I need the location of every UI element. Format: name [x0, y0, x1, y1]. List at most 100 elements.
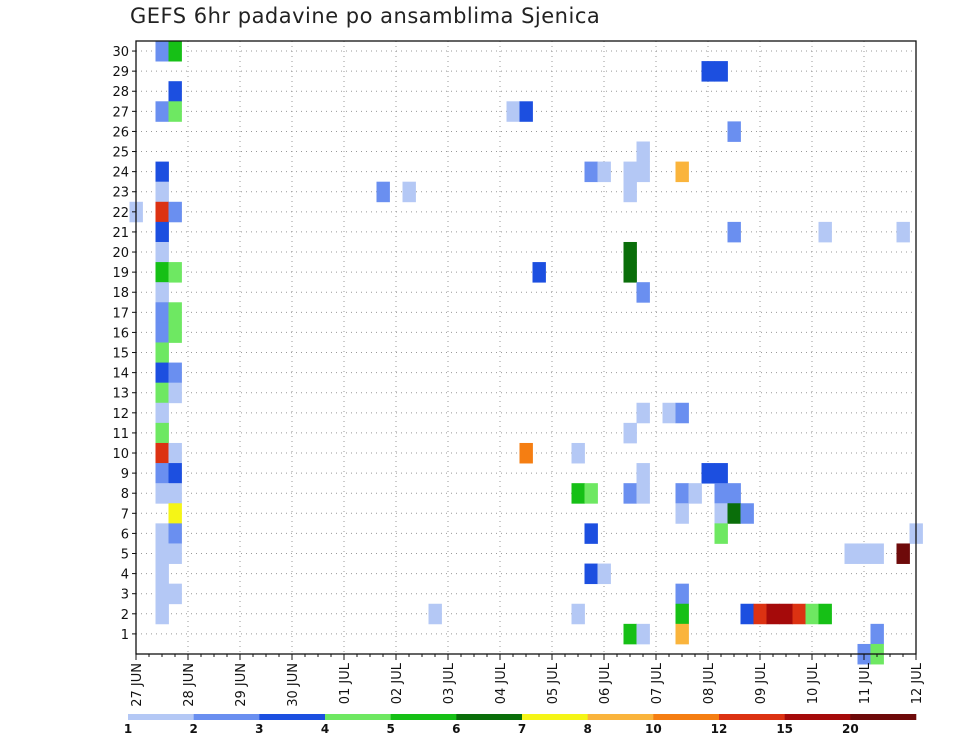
colorbar-label: 6 [452, 722, 460, 736]
data-cell [155, 483, 169, 504]
x-tick-label: 08 JUL [702, 662, 717, 704]
data-cell [896, 543, 910, 564]
y-tick-label: 22 [112, 206, 129, 221]
data-cell [376, 181, 390, 203]
data-cell [740, 603, 754, 625]
data-cell [155, 463, 169, 484]
data-cell [675, 603, 689, 625]
data-cell [155, 362, 169, 384]
data-cell [779, 603, 793, 625]
colorbar-segment [128, 714, 194, 720]
data-cell [155, 382, 169, 404]
y-tick-label: 12 [112, 407, 129, 422]
data-cell [168, 81, 182, 102]
data-cell [155, 221, 169, 243]
data-cell [636, 623, 650, 645]
data-cell [766, 603, 780, 625]
data-cell [168, 583, 182, 605]
x-tick-label: 29 JUN [234, 663, 249, 707]
y-tick-label: 23 [112, 186, 129, 201]
data-cell [571, 442, 585, 464]
y-tick-label: 29 [112, 65, 129, 80]
data-cell [623, 422, 637, 444]
data-cell [597, 563, 611, 585]
x-tick-label: 04 JUL [494, 662, 509, 704]
data-cell [155, 523, 169, 544]
x-tick-label: 03 JUL [442, 662, 457, 704]
data-cell [519, 442, 533, 464]
data-cell [714, 503, 728, 524]
data-cell [701, 463, 715, 484]
y-tick-label: 3 [121, 588, 129, 603]
x-tick-label: 02 JUL [390, 662, 405, 704]
data-cell [714, 61, 728, 82]
colorbar-label: 10 [645, 722, 662, 736]
y-tick-label: 10 [112, 447, 129, 462]
data-cell [168, 463, 182, 484]
y-tick-label: 15 [112, 347, 129, 362]
data-cell [155, 161, 169, 183]
x-tick-label: 27 JUN [130, 663, 145, 707]
colorbar-label: 2 [189, 722, 197, 736]
colorbar-segment [193, 714, 260, 720]
data-cell [571, 603, 585, 625]
data-cell [506, 101, 520, 122]
x-tick-label: 28 JUN [182, 663, 197, 707]
x-tick-label: 30 JUN [286, 663, 301, 707]
y-tick-label: 17 [112, 306, 129, 321]
y-tick-label: 30 [112, 45, 129, 60]
y-tick-label: 13 [112, 387, 129, 402]
data-cell [857, 543, 871, 564]
data-cell [519, 101, 533, 122]
data-cell [155, 262, 169, 283]
colorbar-label: 1 [124, 722, 132, 736]
colorbar-label: 15 [776, 722, 793, 736]
x-tick-label: 11 JUL [858, 662, 873, 704]
data-cell [155, 342, 169, 363]
data-cell [168, 302, 182, 323]
colorbar-label: 3 [255, 722, 263, 736]
data-cell [740, 503, 754, 524]
data-cell [636, 402, 650, 424]
data-cell [623, 161, 637, 183]
colorbar-segment [325, 714, 391, 720]
x-axis: 27 JUN 28 JUN 29 JUN 30 JUN 01 JUL 02 JUL 03 J… [130, 654, 925, 707]
data-cell [727, 121, 741, 142]
y-tick-label: 4 [121, 568, 129, 583]
data-cell [675, 402, 689, 424]
y-tick-label: 24 [112, 166, 129, 181]
data-cell [636, 282, 650, 303]
data-cell [168, 382, 182, 404]
data-cell [714, 483, 728, 504]
colorbar-label: 7 [518, 722, 526, 736]
data-cell [636, 161, 650, 183]
data-cell [428, 603, 442, 625]
y-tick-label: 21 [112, 226, 129, 241]
data-cell [714, 523, 728, 544]
x-tick-label: 09 JUL [754, 662, 769, 704]
data-cell [675, 623, 689, 645]
grid-lines [136, 41, 917, 654]
data-cell [155, 322, 169, 343]
data-cell [155, 201, 169, 223]
data-cell [623, 181, 637, 203]
data-cell [675, 161, 689, 183]
colorbar-label: 8 [583, 722, 591, 736]
data-cell [168, 503, 182, 524]
data-cell [168, 201, 182, 223]
data-cell [155, 422, 169, 444]
data-cell [571, 483, 585, 504]
data-cell [168, 101, 182, 122]
data-cell [701, 61, 715, 82]
data-cell [532, 262, 546, 283]
data-cell [688, 483, 702, 504]
data-cell [597, 161, 611, 183]
y-tick-label: 6 [121, 527, 129, 542]
colorbar-segment [259, 714, 326, 720]
data-cell [636, 141, 650, 162]
data-cell [168, 262, 182, 283]
data-cell [155, 101, 169, 122]
data-cell [662, 402, 676, 424]
data-cell [623, 483, 637, 504]
data-cell [155, 181, 169, 203]
